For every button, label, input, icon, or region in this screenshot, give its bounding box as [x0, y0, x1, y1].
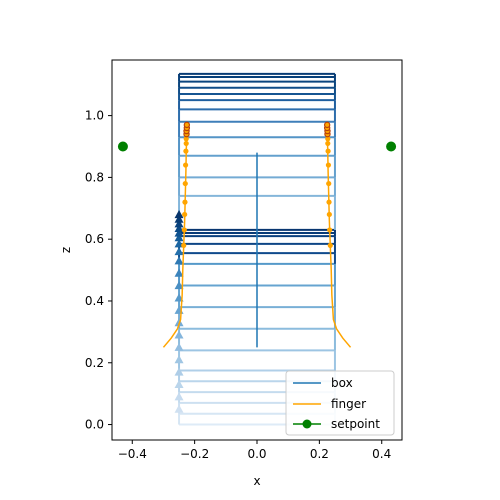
x-tick-label: 0.0 — [247, 447, 266, 461]
finger-marker — [183, 140, 189, 147]
finger-marker — [327, 242, 333, 248]
y-tick-label: 0.2 — [85, 356, 104, 370]
finger-marker — [182, 211, 188, 218]
finger-marker — [182, 199, 188, 205]
box-edge-marker — [174, 228, 184, 237]
box-edge-marker — [174, 214, 184, 223]
finger-marker — [326, 180, 332, 187]
box-edge-marker — [174, 256, 184, 265]
finger-marker — [181, 227, 187, 233]
y-tick-label: 0.8 — [85, 170, 104, 184]
legend-box — [285, 370, 395, 436]
box-edge-marker — [174, 367, 184, 376]
finger-marker — [183, 121, 191, 129]
finger-marker — [326, 211, 332, 218]
box-edge-marker — [174, 219, 184, 228]
finger-marker — [325, 140, 331, 147]
box-edge-marker — [174, 233, 184, 242]
box-edge-marker — [174, 281, 184, 290]
finger-marker — [182, 162, 189, 168]
setpoint-marker — [117, 141, 128, 152]
finger-marker — [183, 136, 189, 142]
finger-marker — [323, 121, 331, 129]
y-tick-label: 0.4 — [85, 294, 104, 308]
x-axis-ticks: −0.4 −0.2 0.0 0.2 0.4 — [118, 440, 391, 461]
box-edge-marker — [174, 330, 184, 339]
x-tick-label: −0.4 — [118, 447, 147, 461]
box-edge-marker — [174, 392, 184, 401]
box-edge-marker — [174, 404, 184, 413]
x-tick-label: −0.2 — [180, 447, 209, 461]
finger-marker — [326, 199, 332, 205]
box-edge-marker — [174, 379, 184, 388]
box-edge-marker — [174, 268, 184, 277]
finger-marker — [325, 148, 331, 154]
y-axis-ticks: 0.0 0.2 0.4 0.6 0.8 1.0 — [85, 109, 112, 432]
y-tick-label: 0.6 — [85, 232, 104, 246]
legend-setpoint-marker — [302, 419, 312, 429]
x-tick-label: 0.4 — [372, 447, 391, 461]
x-axis-label: x — [253, 474, 260, 488]
y-tick-label: 1.0 — [85, 109, 104, 123]
box-edge-marker — [174, 209, 184, 219]
legend-box-label: box — [331, 376, 353, 390]
box-edge-marker — [174, 247, 184, 256]
finger-marker — [325, 136, 331, 142]
finger-marker — [181, 242, 187, 248]
y-tick-label: 0.0 — [85, 418, 104, 432]
legend-finger-label: finger — [331, 397, 366, 411]
setpoint-marker — [386, 141, 397, 152]
finger-marker — [327, 227, 333, 233]
finger-marker — [183, 148, 189, 154]
box-edge-marker — [174, 355, 184, 364]
finger-marker — [325, 162, 332, 168]
legend: box finger setpoint — [285, 370, 395, 436]
plot-area — [117, 72, 397, 426]
box-edge-marker — [174, 223, 184, 232]
finger-marker — [182, 180, 188, 187]
x-tick-label: 0.2 — [310, 447, 329, 461]
box-edge-marker — [174, 342, 184, 351]
y-axis-label: z — [59, 247, 73, 253]
legend-setpoint-label: setpoint — [331, 417, 380, 431]
